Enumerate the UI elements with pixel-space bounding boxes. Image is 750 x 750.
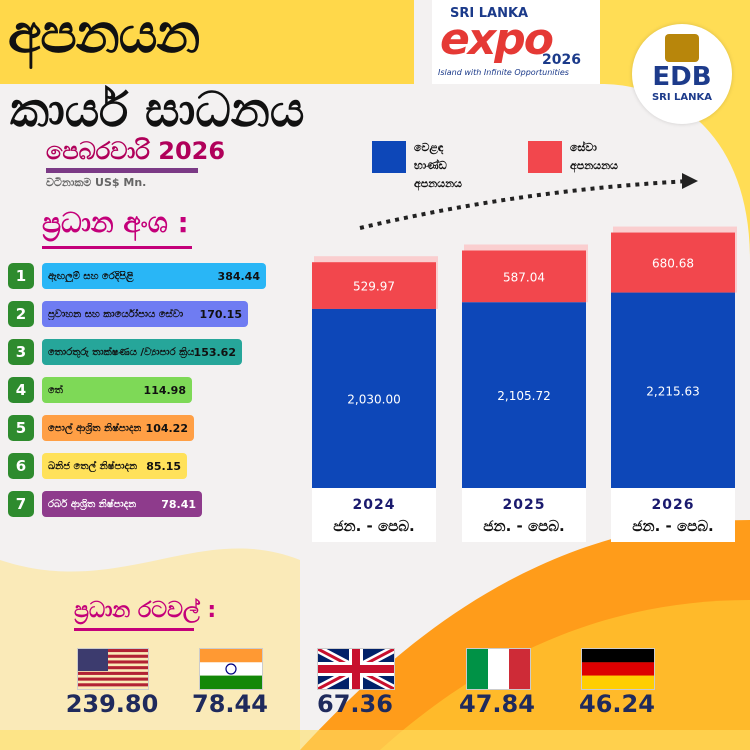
product-value: 153.62 [193, 345, 236, 359]
bar-merchandise-label: 2,215.63 [646, 384, 699, 398]
stacked-bar-chart: වෙළඳ භාණ්ඩ අපනයනය සේවා අපනයනය 529.97 2,030.00 2… [312, 140, 737, 542]
product-label: ප්‍රවාහන සහ කාර්යෝපාය සේවා [48, 308, 184, 320]
bar-services [462, 250, 586, 303]
edb-logo-sub: SRI LANKA [651, 92, 713, 103]
expo-logo-main: expo [440, 14, 554, 65]
bar-services-label: 529.97 [353, 280, 395, 294]
period-label: ජන. - පෙබ. [333, 517, 415, 535]
expo-logo: SRI LANKA expo 2026 Island with Infinite… [432, 0, 600, 84]
product-rank-badge: 7 [8, 491, 34, 517]
bar-merchandise [312, 308, 436, 488]
page-subtitle: කාර්ය සාධනය [10, 82, 305, 138]
x-tick-label: 2025 [503, 497, 546, 513]
product-bar: පොල් ආශ්‍රිත නිෂ්පාදන 104.22 [42, 415, 194, 441]
product-rank-badge: 6 [8, 453, 34, 479]
product-rank-badge: 5 [8, 415, 34, 441]
legend-label: වෙළඳ [414, 141, 444, 156]
product-value: 114.98 [143, 383, 186, 397]
legend-swatch-services [528, 141, 562, 173]
legend-label: භාණ්ඩ [414, 158, 447, 172]
product-rank-badge: 2 [8, 301, 34, 327]
uk-flag [317, 648, 395, 690]
units-label: වටිනාකම US$ Mn. [46, 176, 147, 189]
edb-logo: EDB SRI LANKA [632, 24, 732, 124]
product-value: 78.41 [161, 497, 196, 511]
italy-flag [465, 648, 531, 690]
product-bar: තේ 114.98 [42, 377, 192, 403]
trend-arrow-line [359, 179, 691, 230]
title-banner [0, 0, 414, 84]
product-value: 170.15 [199, 307, 242, 321]
product-bar: ඇඟලුම් සහ රෙදිපිළි 384.44 [42, 263, 266, 289]
product-bar: රබර් ආශ්‍රිත නිෂ්පාදන 78.41 [42, 491, 202, 517]
product-label: තොරතුරු තාක්ෂණය /ව්‍යාපාර ක්‍රියාවලි කළම… [48, 346, 194, 358]
lion-emblem-icon [665, 34, 699, 62]
product-bar: ඛනිජ තෙල් නිෂ්පාදන 85.15 [42, 453, 187, 479]
trend-arrow-head [682, 173, 698, 189]
year-box [462, 488, 586, 542]
usa-flag [77, 648, 149, 690]
expo-logo-tagline: Island with Infinite Opportunities [438, 68, 569, 77]
legend-swatch-merchandise [372, 141, 406, 173]
india-flag [199, 648, 263, 690]
period-label: ජන. - පෙබ. [483, 517, 565, 535]
period-label: ජන. - පෙබ. [632, 517, 714, 535]
x-tick-label: 2024 [353, 497, 396, 513]
product-value: 104.22 [145, 421, 188, 435]
product-label: ඛනිජ තෙල් නිෂ්පාදන [48, 460, 138, 472]
bar-services-label: 587.04 [503, 270, 545, 284]
product-value: 384.44 [217, 269, 260, 283]
countries-title-underline [74, 628, 194, 631]
legend-label: අපනයනය [414, 177, 462, 191]
expo-logo-line1: SRI LANKA [450, 6, 529, 21]
product-label: පොල් ආශ්‍රිත නිෂ්පාදන [48, 422, 142, 434]
product-rank-badge: 1 [8, 263, 34, 289]
product-label: ඇඟලුම් සහ රෙදිපිළි [48, 270, 134, 282]
products-title-underline [42, 246, 192, 249]
product-label: රබර් ආශ්‍රිත නිෂ්පාදන [48, 498, 137, 510]
bar-merchandise-label: 2,030.00 [347, 392, 400, 406]
country-value: 67.36 [317, 690, 393, 718]
country-value: 239.80 [65, 690, 159, 718]
product-bar: ප්‍රවාහන සහ කාර්යෝපාය සේවා 170.15 [42, 301, 248, 327]
page-title: අපනයන [8, 2, 200, 65]
product-bar: තොරතුරු තාක්ෂණය /ව්‍යාපාර ක්‍රියාවලි කළම… [42, 339, 242, 365]
legend-label: අපනයනය [570, 159, 618, 173]
product-rank-badge: 4 [8, 377, 34, 403]
month-underline [46, 168, 198, 173]
bar-services [312, 262, 436, 309]
bar-services-label: 680.68 [652, 257, 694, 271]
product-label: තේ [48, 384, 63, 396]
bar-merchandise-label: 2,105.72 [497, 389, 550, 403]
country-value: 46.24 [579, 690, 655, 718]
year-box [312, 488, 436, 542]
country-value: 78.44 [192, 690, 268, 718]
report-month: පෙබරවාරි 2026 [46, 137, 226, 165]
bar-merchandise [611, 292, 735, 488]
product-value: 85.15 [146, 459, 181, 473]
x-tick-label: 2026 [652, 497, 695, 513]
country-value: 47.84 [459, 690, 535, 718]
bar-services [611, 232, 735, 293]
bar-merchandise [462, 302, 586, 488]
legend-label: සේවා [570, 140, 597, 154]
product-rank-badge: 3 [8, 339, 34, 365]
products-title: ප්‍රධාන අංශ : [42, 206, 189, 239]
expo-logo-year: 2026 [542, 52, 581, 68]
year-box [611, 488, 735, 542]
edb-logo-name: EDB [652, 62, 712, 92]
countries-title: ප්‍රධාන රටවල් : [74, 598, 217, 623]
germany-flag [581, 648, 655, 690]
